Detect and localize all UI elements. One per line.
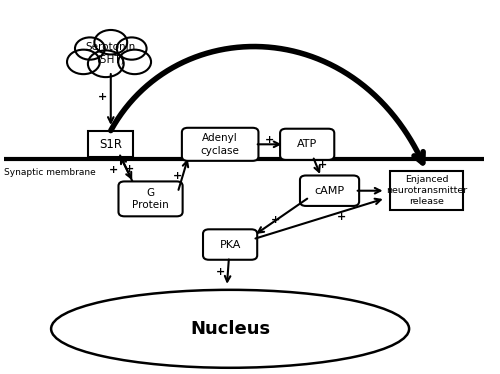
FancyBboxPatch shape (118, 181, 182, 216)
Text: Nucleus: Nucleus (190, 320, 270, 338)
Circle shape (75, 37, 105, 60)
FancyBboxPatch shape (280, 129, 334, 160)
Text: +: + (108, 165, 118, 175)
Circle shape (67, 50, 100, 74)
Circle shape (88, 50, 124, 77)
Text: +: + (270, 215, 280, 226)
Text: +: + (318, 160, 326, 171)
Circle shape (116, 37, 146, 60)
Text: Synaptic membrane: Synaptic membrane (4, 168, 96, 177)
Text: +: + (125, 164, 134, 174)
Text: +: + (338, 212, 346, 222)
Text: S1R: S1R (100, 138, 122, 151)
Text: Serotonin
(5HT): Serotonin (5HT) (86, 42, 136, 64)
Circle shape (94, 30, 127, 55)
Ellipse shape (51, 290, 409, 368)
FancyBboxPatch shape (203, 229, 257, 260)
Text: Enjanced
neurotransmitter
release: Enjanced neurotransmitter release (386, 175, 467, 206)
Circle shape (118, 50, 151, 74)
Text: +: + (174, 171, 182, 181)
Text: ATP: ATP (297, 139, 318, 149)
Text: cAMP: cAMP (314, 186, 344, 196)
Text: G
Protein: G Protein (132, 188, 169, 210)
Text: Adenyl
cyclase: Adenyl cyclase (200, 133, 239, 156)
FancyBboxPatch shape (88, 131, 133, 157)
FancyBboxPatch shape (390, 171, 462, 210)
Text: +: + (216, 267, 225, 277)
FancyBboxPatch shape (182, 128, 258, 161)
Text: +: + (265, 135, 274, 145)
Text: +: + (98, 92, 108, 102)
Text: PKA: PKA (220, 239, 241, 249)
FancyBboxPatch shape (300, 175, 359, 206)
